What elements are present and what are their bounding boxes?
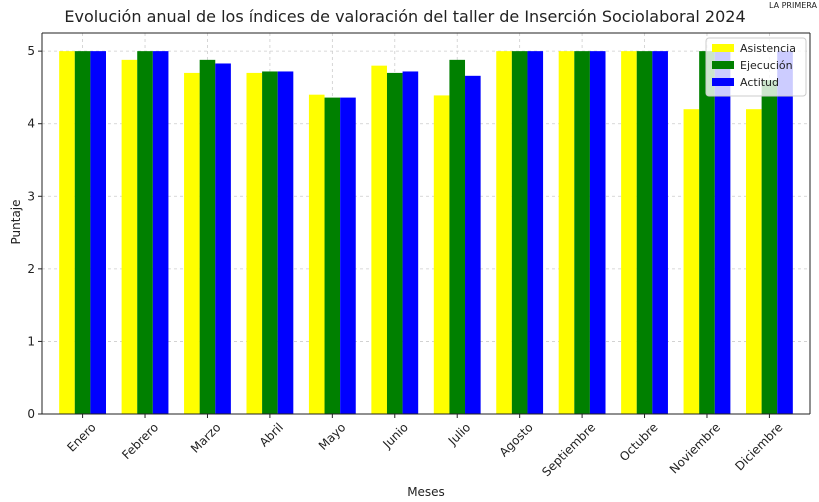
bar xyxy=(137,51,153,415)
bar xyxy=(433,95,450,414)
bar xyxy=(683,109,700,414)
bar xyxy=(777,51,793,415)
x-tick-label: Noviembre xyxy=(667,420,723,476)
y-tick-label: 4 xyxy=(27,117,35,131)
bar xyxy=(465,75,481,415)
bar xyxy=(215,63,231,414)
x-tick-label: Febrero xyxy=(119,420,161,462)
x-tick-label: Junio xyxy=(379,420,410,451)
bar xyxy=(621,51,637,415)
bar xyxy=(184,72,200,415)
x-tick-label: Octubre xyxy=(617,420,661,464)
bar xyxy=(340,97,356,415)
legend-swatch xyxy=(712,61,734,69)
x-tick-label: Julio xyxy=(445,420,473,448)
y-tick-label: 5 xyxy=(27,44,35,58)
bar xyxy=(511,51,528,415)
bar xyxy=(152,51,169,415)
y-axis-label: Puntaje xyxy=(9,199,23,244)
bar xyxy=(371,65,387,415)
x-tick-label: Marzo xyxy=(188,420,224,456)
bar xyxy=(308,94,325,414)
bar xyxy=(324,97,341,415)
y-tick-label: 1 xyxy=(27,334,35,348)
legend-label: Ejecución xyxy=(740,59,793,72)
x-tick-label: Abril xyxy=(257,420,286,449)
x-tick-label: Enero xyxy=(64,420,98,454)
bar xyxy=(636,51,653,415)
bar xyxy=(449,59,466,414)
bar xyxy=(402,71,419,414)
legend-swatch xyxy=(712,78,734,86)
bar xyxy=(761,80,778,415)
legend-swatch xyxy=(712,44,734,52)
chart-title: Evolución anual de los índices de valora… xyxy=(64,7,745,26)
bar xyxy=(527,51,544,415)
bar xyxy=(746,109,762,414)
x-tick-label: Diciembre xyxy=(732,420,785,473)
x-tick-label: Mayo xyxy=(316,420,349,453)
bar xyxy=(386,72,403,415)
y-tick-label: 0 xyxy=(27,407,35,421)
legend-label: Asistencia xyxy=(740,42,796,55)
bar xyxy=(199,59,216,414)
bar xyxy=(59,51,75,415)
bar xyxy=(652,51,668,415)
bar xyxy=(558,51,575,415)
x-axis-label: Meses xyxy=(407,485,445,499)
x-tick-label: Agosto xyxy=(497,420,536,459)
x-tick-label: Septiembre xyxy=(539,420,598,479)
bar xyxy=(246,72,263,415)
bar xyxy=(699,51,715,415)
bar xyxy=(496,51,512,415)
y-tick-label: 3 xyxy=(27,189,35,203)
bar xyxy=(74,51,91,415)
bar xyxy=(589,51,606,415)
bar xyxy=(574,51,590,415)
bar xyxy=(277,71,294,414)
bar xyxy=(121,59,138,414)
y-tick-label: 2 xyxy=(27,262,35,276)
legend-label: Actitud xyxy=(740,76,779,89)
bar xyxy=(90,51,106,415)
bar xyxy=(714,51,731,415)
bar xyxy=(262,71,278,414)
corner-note: LA PRIMERA xyxy=(769,1,818,10)
